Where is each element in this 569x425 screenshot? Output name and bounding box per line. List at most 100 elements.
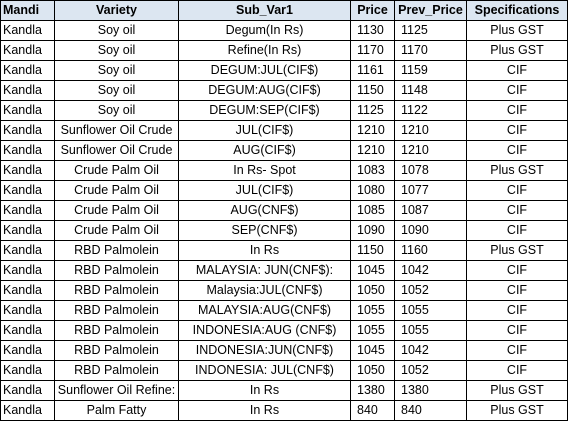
table-row: Kandla RBD Palmolein INDONESIA:JUN(CNF$) 10…: [0, 340, 568, 361]
cell-prev-price: 1210: [394, 140, 467, 161]
cell-prev-price: 840: [394, 400, 467, 421]
cell-prev-price: 1380: [394, 380, 467, 401]
cell-specifications: Plus GST: [466, 240, 568, 261]
cell-sub-var1: In Rs: [178, 240, 351, 261]
cell-prev-price: 1125: [394, 20, 467, 41]
cell-variety: RBD Palmolein: [54, 360, 179, 381]
table-row: Kandla Soy oil Refine(In Rs) 1170 1170 Plus G…: [0, 40, 568, 61]
cell-prev-price: 1160: [394, 240, 467, 261]
cell-mandi: Kandla: [0, 320, 55, 341]
cell-mandi: Kandla: [0, 20, 55, 41]
cell-variety: Palm Fatty: [54, 400, 179, 421]
cell-price: 1045: [350, 260, 395, 281]
cell-mandi: Kandla: [0, 180, 55, 201]
cell-prev-price: 1210: [394, 120, 467, 141]
cell-variety: RBD Palmolein: [54, 280, 179, 301]
cell-variety: Soy oil: [54, 60, 179, 81]
cell-specifications: CIF: [466, 320, 568, 341]
cell-prev-price: 1055: [394, 300, 467, 321]
cell-specifications: CIF: [466, 280, 568, 301]
cell-specifications: CIF: [466, 200, 568, 221]
table-row: Kandla RBD Palmolein In Rs 1150 1160 Plus GST: [0, 240, 568, 261]
table-row: Kandla Crude Palm Oil In Rs- Spot 1083 1078 P…: [0, 160, 568, 181]
cell-prev-price: 1170: [394, 40, 467, 61]
cell-variety: RBD Palmolein: [54, 320, 179, 341]
table-row: Kandla RBD Palmolein INDONESIA:AUG (CNF$) 1…: [0, 320, 568, 341]
cell-price: 1161: [350, 60, 395, 81]
cell-specifications: Plus GST: [466, 160, 568, 181]
cell-price: 1055: [350, 300, 395, 321]
cell-mandi: Kandla: [0, 200, 55, 221]
cell-price: 840: [350, 400, 395, 421]
cell-sub-var1: INDONESIA:JUN(CNF$): [178, 340, 351, 361]
cell-price: 1083: [350, 160, 395, 181]
header-row: Mandi Variety Sub_Var1 Price Prev_Price …: [0, 0, 568, 21]
cell-variety: RBD Palmolein: [54, 340, 179, 361]
cell-specifications: CIF: [466, 180, 568, 201]
cell-price: 1085: [350, 200, 395, 221]
cell-specifications: CIF: [466, 140, 568, 161]
cell-variety: RBD Palmolein: [54, 300, 179, 321]
cell-variety: RBD Palmolein: [54, 260, 179, 281]
cell-price: 1150: [350, 80, 395, 101]
cell-variety: Sunflower Oil Refine:: [54, 380, 179, 401]
cell-specifications: Plus GST: [466, 20, 568, 41]
cell-sub-var1: Degum(In Rs): [178, 20, 351, 41]
header-price: Price: [350, 0, 395, 21]
cell-prev-price: 1078: [394, 160, 467, 181]
table-row: Kandla Sunflower Oil Crude AUG(CIF$) 1210 12…: [0, 140, 568, 161]
header-mandi: Mandi: [0, 0, 55, 21]
cell-price: 1080: [350, 180, 395, 201]
cell-mandi: Kandla: [0, 40, 55, 61]
cell-specifications: CIF: [466, 360, 568, 381]
cell-variety: Crude Palm Oil: [54, 220, 179, 241]
table-body: Kandla Soy oil Degum(In Rs) 1130 1125 Plus GS…: [0, 20, 568, 421]
cell-variety: Crude Palm Oil: [54, 160, 179, 181]
cell-specifications: Plus GST: [466, 40, 568, 61]
cell-sub-var1: SEP(CNF$): [178, 220, 351, 241]
cell-mandi: Kandla: [0, 400, 55, 421]
cell-prev-price: 1159: [394, 60, 467, 81]
cell-price: 1380: [350, 380, 395, 401]
table-row: Kandla Soy oil DEGUM:JUL(CIF$) 1161 1159 CIF: [0, 60, 568, 81]
cell-specifications: CIF: [466, 100, 568, 121]
cell-mandi: Kandla: [0, 60, 55, 81]
cell-sub-var1: In Rs- Spot: [178, 160, 351, 181]
cell-mandi: Kandla: [0, 140, 55, 161]
cell-specifications: CIF: [466, 60, 568, 81]
cell-specifications: CIF: [466, 300, 568, 321]
cell-mandi: Kandla: [0, 260, 55, 281]
cell-sub-var1: In Rs: [178, 380, 351, 401]
cell-mandi: Kandla: [0, 160, 55, 181]
header-variety: Variety: [54, 0, 179, 21]
cell-price: 1045: [350, 340, 395, 361]
cell-prev-price: 1052: [394, 280, 467, 301]
cell-variety: Soy oil: [54, 100, 179, 121]
cell-mandi: Kandla: [0, 380, 55, 401]
cell-sub-var1: JUL(CIF$): [178, 180, 351, 201]
cell-prev-price: 1055: [394, 320, 467, 341]
table-row: Kandla Soy oil Degum(In Rs) 1130 1125 Plus GS…: [0, 20, 568, 41]
cell-mandi: Kandla: [0, 120, 55, 141]
cell-prev-price: 1077: [394, 180, 467, 201]
cell-sub-var1: MALAYSIA:AUG(CNF$): [178, 300, 351, 321]
header-prev-price: Prev_Price: [394, 0, 467, 21]
cell-price: 1130: [350, 20, 395, 41]
cell-sub-var1: DEGUM:JUL(CIF$): [178, 60, 351, 81]
cell-prev-price: 1087: [394, 200, 467, 221]
table-row: Kandla Crude Palm Oil JUL(CIF$) 1080 1077 CIF: [0, 180, 568, 201]
cell-specifications: CIF: [466, 220, 568, 241]
table-row: Kandla Sunflower Oil Refine: In Rs 1380 1380…: [0, 380, 568, 401]
cell-variety: Soy oil: [54, 80, 179, 101]
table-header: Mandi Variety Sub_Var1 Price Prev_Price …: [0, 0, 568, 21]
cell-prev-price: 1052: [394, 360, 467, 381]
cell-prev-price: 1042: [394, 340, 467, 361]
cell-sub-var1: MALAYSIA: JUN(CNF$):: [178, 260, 351, 281]
cell-prev-price: 1148: [394, 80, 467, 101]
cell-specifications: CIF: [466, 340, 568, 361]
cell-variety: Soy oil: [54, 40, 179, 61]
cell-specifications: CIF: [466, 260, 568, 281]
cell-variety: Crude Palm Oil: [54, 200, 179, 221]
header-sub-var1: Sub_Var1: [178, 0, 351, 21]
